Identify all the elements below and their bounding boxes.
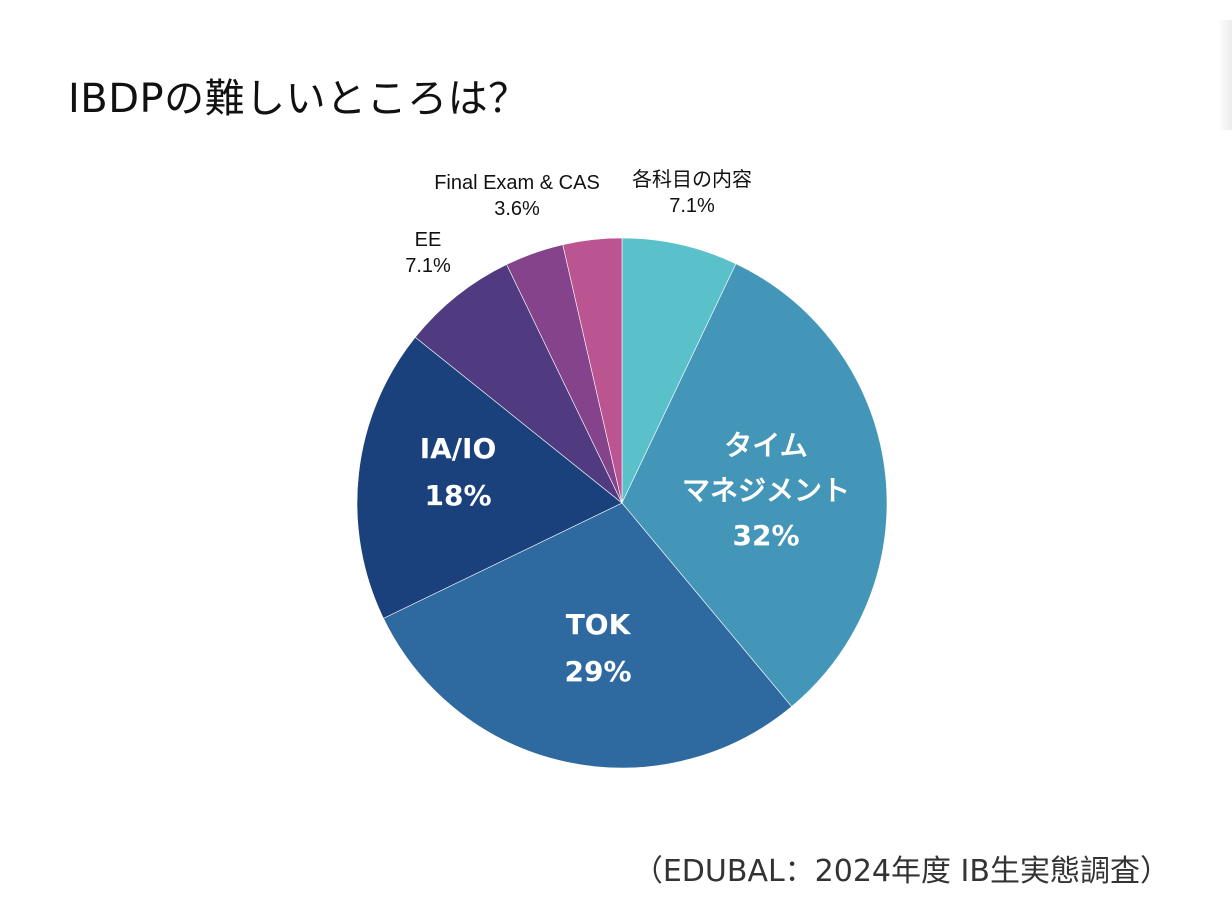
- slice-label: IA/IO: [420, 432, 497, 465]
- pie-slice: [414, 264, 623, 504]
- edge-shadow: [1218, 20, 1232, 130]
- source-note: （EDUBAL：2024年度 IB生実態調査）: [632, 854, 1170, 889]
- pie-slices: [356, 237, 888, 769]
- pie-slice: [356, 336, 623, 619]
- slice-label: タイム: [724, 429, 807, 462]
- slice-value-label: 3.6%: [494, 198, 540, 220]
- pie-slice: [621, 263, 888, 708]
- pie-slice: [621, 237, 737, 504]
- slice-label: Final Exam & CAS: [434, 172, 600, 194]
- slice-label: EE: [415, 229, 442, 251]
- slice-value-label: 32%: [732, 519, 799, 552]
- slice-value-label: 29%: [564, 655, 631, 688]
- slice-value-label: 18%: [424, 479, 491, 512]
- slice-label: マネジメント: [682, 474, 850, 507]
- page-title: IBDPの難しいところは？: [68, 76, 529, 122]
- slice-label: TOK: [566, 608, 632, 641]
- slice-value-label: 7.1%: [669, 195, 715, 217]
- pie-slice: [562, 237, 623, 504]
- slice-label: 各科目の内容: [632, 168, 752, 191]
- slice-value-label: 7.1%: [405, 255, 451, 277]
